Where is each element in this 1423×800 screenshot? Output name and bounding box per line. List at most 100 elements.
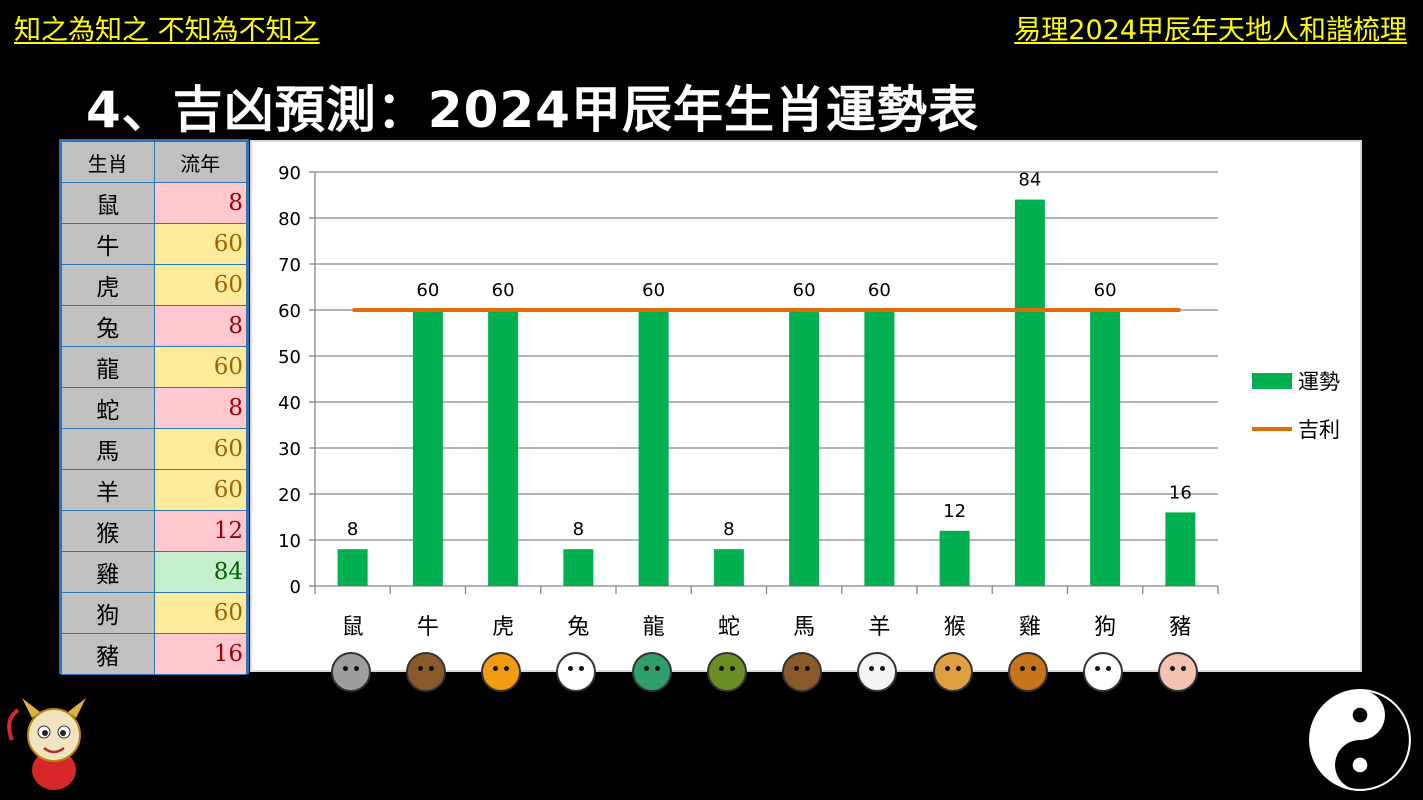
critter-head <box>706 652 747 692</box>
row-value: 8 <box>153 305 247 347</box>
x-tick-label: 兔 <box>567 615 589 640</box>
x-tick-label: 龍 <box>643 615 665 640</box>
x-tick-label: 蛇 <box>718 615 740 640</box>
row-animal: 豬 <box>61 633 155 675</box>
bar <box>1090 310 1121 586</box>
rooster-icon <box>1002 648 1054 700</box>
row-value: 60 <box>153 428 247 470</box>
bar <box>864 310 895 586</box>
monkey-icon <box>927 648 979 700</box>
x-tick-label: 豬 <box>1169 615 1191 640</box>
table-row: 龍 60 <box>61 346 247 388</box>
data-label: 16 <box>1169 482 1192 503</box>
bar <box>939 530 970 586</box>
dog-icon <box>1077 648 1129 700</box>
data-label: 8 <box>573 519 584 540</box>
critter-eye <box>880 666 886 671</box>
row-animal: 龍 <box>61 346 155 388</box>
critter-head <box>1158 652 1199 692</box>
goat-icon <box>851 648 903 700</box>
critter-eye <box>955 666 961 671</box>
header-motto: 知之為知之 不知為不知之 <box>14 15 320 46</box>
critter-eye <box>869 666 875 671</box>
row-animal: 兔 <box>61 305 155 347</box>
critter-head <box>405 652 446 692</box>
row-animal: 狗 <box>61 592 155 634</box>
data-label: 60 <box>642 280 665 301</box>
critter-head <box>1083 652 1124 692</box>
bar <box>337 549 368 586</box>
table-row: 豬 16 <box>61 633 247 675</box>
header-series-title: 易理2024甲辰年天地人和諧梳理 <box>1014 15 1407 46</box>
row-animal: 雞 <box>61 551 155 593</box>
bar <box>563 549 594 586</box>
row-animal: 虎 <box>61 264 155 306</box>
critter-eye <box>1170 666 1176 671</box>
data-label: 60 <box>868 280 891 301</box>
y-tick-label: 30 <box>278 439 301 460</box>
bar <box>1165 512 1196 586</box>
critter-eye <box>718 666 724 671</box>
critter-head <box>932 652 973 692</box>
critter-head <box>556 652 597 692</box>
row-value: 8 <box>153 182 247 224</box>
critter-eye <box>504 666 510 671</box>
table-row: 馬 60 <box>61 428 247 470</box>
bar <box>1014 199 1045 586</box>
x-tick-label: 雞 <box>1019 615 1041 640</box>
y-tick-label: 60 <box>278 301 301 322</box>
row-value: 60 <box>153 264 247 306</box>
data-label: 60 <box>416 280 439 301</box>
yin-yang-icon <box>1309 689 1411 791</box>
critter-eye <box>805 666 811 671</box>
data-label: 60 <box>1094 280 1117 301</box>
row-animal: 羊 <box>61 469 155 511</box>
row-value: 12 <box>153 510 247 552</box>
y-tick-label: 0 <box>290 577 301 598</box>
x-tick-label: 虎 <box>492 615 514 640</box>
row-animal: 鼠 <box>61 182 155 224</box>
critter-eye <box>342 666 348 671</box>
data-label: 12 <box>943 501 966 522</box>
row-animal: 馬 <box>61 428 155 470</box>
row-value: 8 <box>153 387 247 429</box>
critter-eye <box>944 666 950 671</box>
ox-icon <box>400 648 452 700</box>
critter-head <box>1007 652 1048 692</box>
y-tick-label: 50 <box>278 347 301 368</box>
critter-head <box>857 652 898 692</box>
critter-eye <box>794 666 800 671</box>
legend-swatch-yunshi <box>1252 373 1292 389</box>
y-tick-label: 80 <box>278 209 301 230</box>
column-header-year: 流年 <box>153 141 247 183</box>
critter-eye <box>417 666 423 671</box>
x-tick-label: 牛 <box>417 615 439 640</box>
data-label: 84 <box>1018 170 1041 191</box>
critter-head <box>481 652 522 692</box>
row-animal: 牛 <box>61 223 155 265</box>
bar <box>713 549 744 586</box>
x-tick-label: 羊 <box>868 615 890 640</box>
x-tick-label: 馬 <box>793 615 815 640</box>
critter-eye <box>579 666 585 671</box>
y-tick-label: 90 <box>278 163 301 184</box>
critter-head <box>782 652 823 692</box>
critter-eye <box>1181 666 1187 671</box>
table-row: 虎 60 <box>61 264 247 306</box>
dragon-mascot-icon <box>7 698 86 790</box>
table-row: 牛 60 <box>61 223 247 265</box>
critter-eye <box>1106 666 1112 671</box>
bar <box>488 310 519 586</box>
row-value: 84 <box>153 551 247 593</box>
row-value: 16 <box>153 633 247 675</box>
x-tick-label: 鼠 <box>342 615 364 640</box>
chart-svg: 0 10 20 30 40 50 60 70 80 90 8 60 60 8 60 8 60 60 12 84 60 16… <box>278 163 1340 640</box>
bar <box>789 310 820 586</box>
critter-head <box>631 652 672 692</box>
table-row: 雞 84 <box>61 551 247 593</box>
table-header-row: 生肖 流年 <box>61 141 247 183</box>
rat-icon <box>325 648 377 700</box>
